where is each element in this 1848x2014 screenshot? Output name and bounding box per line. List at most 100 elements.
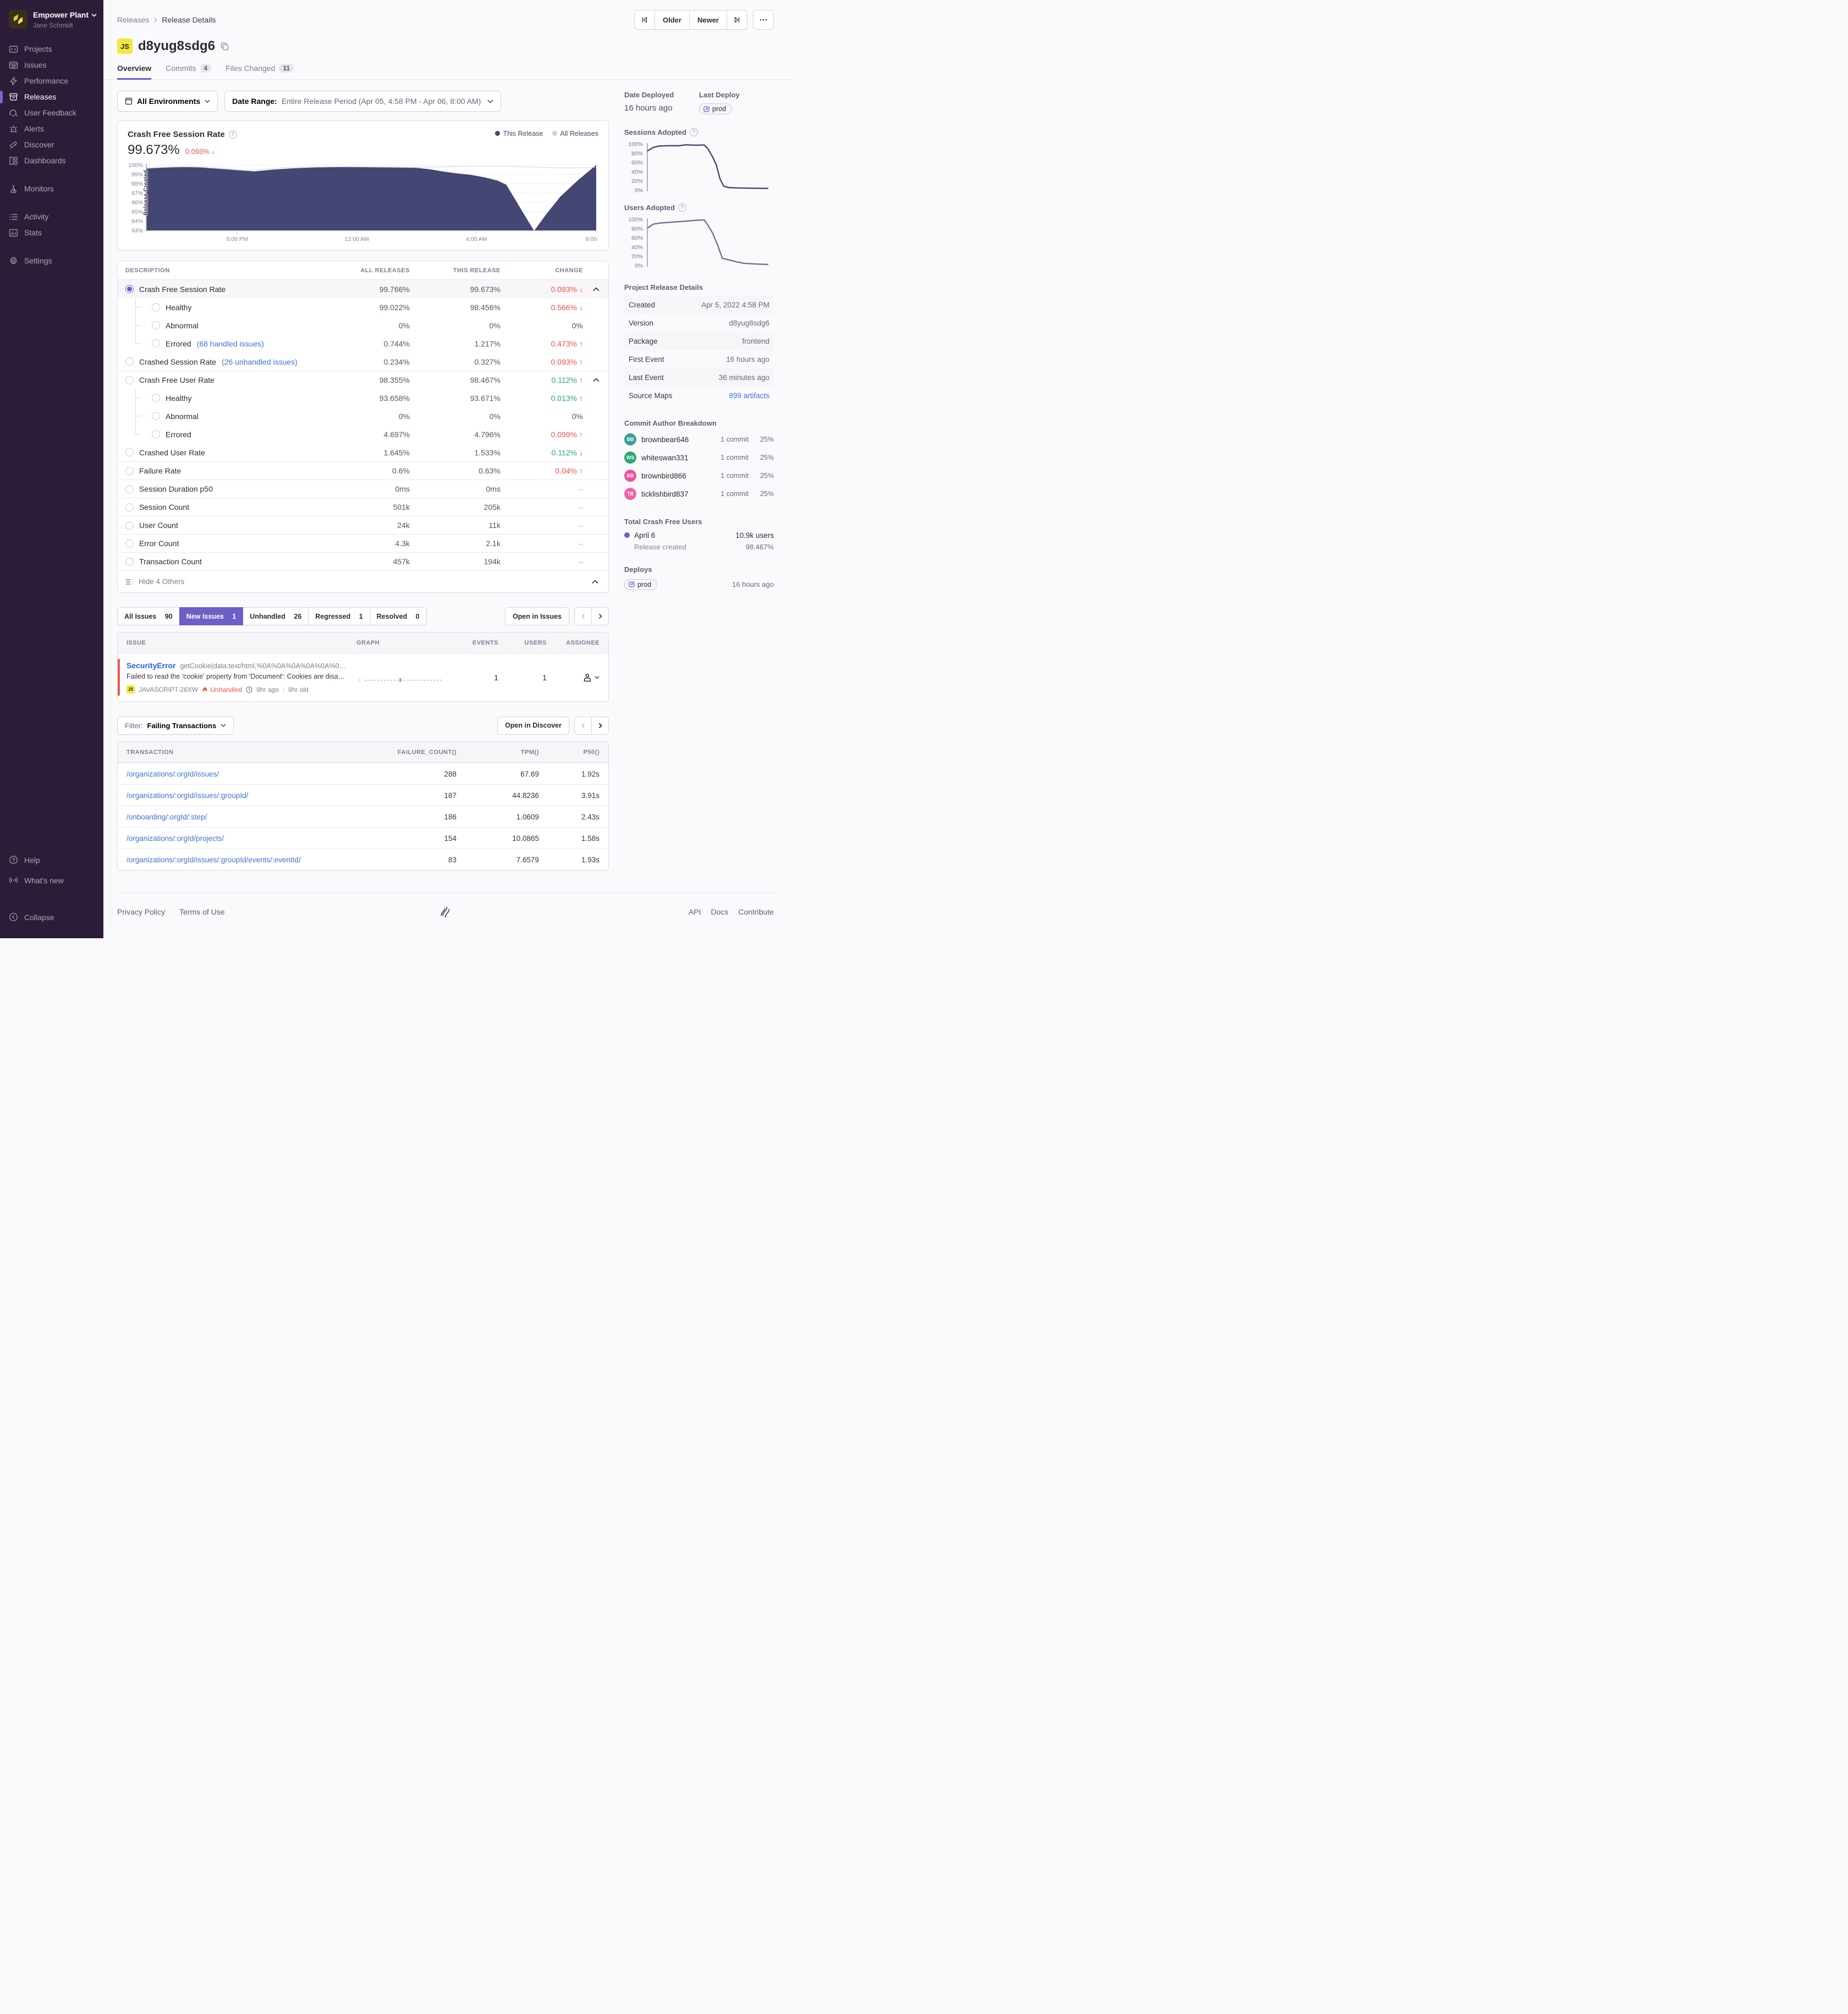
oldest-button[interactable] [634,10,655,30]
newest-button[interactable] [727,10,747,30]
radio-selected[interactable] [125,285,134,293]
sidebar-item-user-feedback[interactable]: User Feedback [0,105,103,121]
prev-page-button[interactable] [574,716,592,735]
radio-unselected[interactable] [152,303,160,311]
radio-unselected[interactable] [125,521,134,530]
sidebar-item-releases[interactable]: Releases [0,89,103,105]
metric-row-session-count[interactable]: Session Count 501k 205k – [118,498,608,516]
transaction-link[interactable]: /organizations/:orgId/issues/:groupId/ev… [127,855,301,864]
metric-row-session-duration-p50[interactable]: Session Duration p50 0ms 0ms – [118,480,608,498]
radio-unselected[interactable] [125,485,134,493]
copy-icon[interactable] [221,42,229,51]
metric-row-failure-rate[interactable]: Failure Rate 0.6% 0.63% 0.04% ↑ [118,461,608,480]
metric-row-error-count[interactable]: Error Count 4.3k 2.1k – [118,534,608,552]
radio-unselected[interactable] [152,430,160,438]
sidebar-item-projects[interactable]: Projects [0,41,103,57]
tab-new-issues[interactable]: New Issues 1 [179,607,244,625]
more-options-button[interactable] [753,10,774,30]
sidebar-item-help[interactable]: Help [0,852,103,868]
tab-overview[interactable]: Overview [117,64,152,80]
sidebar-item-settings[interactable]: Settings [0,253,103,269]
docs-link[interactable]: Docs [711,907,729,916]
sidebar-item-stats[interactable]: Stats [0,225,103,241]
sidebar-item-whats-new[interactable]: What's new [0,872,103,888]
transaction-row[interactable]: /organizations/:orgId/issues/:groupId/ev… [118,849,608,870]
transaction-row[interactable]: /onboarding/:orgId/:step/ 186 1.0609 2.4… [118,806,608,827]
help-tooltip-icon[interactable]: ? [228,130,237,139]
hide-others-toggle[interactable]: Hide 4 Others [118,570,608,592]
radio-unselected[interactable] [152,394,160,402]
prev-page-button[interactable] [574,607,592,625]
prod-deploy-pill[interactable]: prod [699,103,733,114]
help-tooltip-icon[interactable]: ? [678,203,686,212]
transaction-link[interactable]: /onboarding/:orgId/:step/ [127,812,207,821]
org-switcher[interactable]: Empower Plant Jane Schmidt [0,10,103,41]
tab-commits[interactable]: Commits 4 [166,64,212,80]
help-tooltip-icon[interactable]: ? [689,128,698,136]
tab-unhandled[interactable]: Unhandled 26 [243,607,309,625]
tab-regressed[interactable]: Regressed 1 [308,607,370,625]
transaction-row[interactable]: /organizations/:orgId/projects/ 154 10.0… [118,827,608,849]
metric-row-errored-sessions[interactable]: Errored (68 handled issues) 0.744% 1.217%… [118,334,608,353]
transaction-row[interactable]: /organizations/:orgId/issues/:groupId/ 1… [118,784,608,806]
breadcrumb-releases[interactable]: Releases [117,15,150,24]
sidebar-item-alerts[interactable]: Alerts [0,121,103,137]
open-in-discover-button[interactable]: Open in Discover [497,716,569,735]
newer-button[interactable]: Newer [689,10,727,30]
transaction-link[interactable]: /organizations/:orgId/issues/ [127,769,219,778]
metric-row-healthy-users[interactable]: Healthy 93.658% 93.671% 0.013% ↑ [118,389,608,407]
transaction-link[interactable]: /organizations/:orgId/issues/:groupId/ [127,791,249,800]
contribute-link[interactable]: Contribute [738,907,774,916]
collapse-chevron-icon[interactable] [593,378,600,382]
transactions-filter[interactable]: Filter: Failing Transactions [117,716,234,735]
artifacts-link[interactable]: 899 artifacts [729,391,769,400]
sidebar-item-discover[interactable]: Discover [0,137,103,153]
metric-row-user-count[interactable]: User Count 24k 11k – [118,516,608,534]
radio-unselected[interactable] [125,539,134,548]
radio-unselected[interactable] [152,321,160,329]
tab-files-changed[interactable]: Files Changed 11 [226,64,294,80]
metric-row-healthy-sessions[interactable]: Healthy 99.022% 98.456% 0.566% ↓ [118,298,608,316]
sidebar-item-issues[interactable]: Issues [0,57,103,73]
issue-row[interactable]: SecurityError getCookie(data:text/html,%… [118,653,608,701]
issue-title-link[interactable]: SecurityError [127,661,176,670]
sidebar-item-performance[interactable]: Performance [0,73,103,89]
metric-row-crash-free-session-rate[interactable]: Crash Free Session Rate 99.766% 99.673% … [118,280,608,298]
metric-row-transaction-count[interactable]: Transaction Count 457k 194k – [118,552,608,570]
open-in-issues-button[interactable]: Open in Issues [505,607,569,625]
radio-unselected[interactable] [125,503,134,511]
next-page-button[interactable] [591,716,609,735]
date-range-filter[interactable]: Date Range: Entire Release Period (Apr 0… [224,91,502,112]
metric-row-abnormal-sessions[interactable]: Abnormal 0% 0% 0% [118,316,608,334]
radio-unselected[interactable] [152,339,160,348]
collapse-chevron-icon[interactable] [593,287,600,291]
sidebar-item-monitors[interactable]: Monitors [0,181,103,197]
radio-unselected[interactable] [125,448,134,456]
metric-row-crash-free-user-rate[interactable]: Crash Free User Rate 98.355% 98.467% 0.1… [118,371,608,389]
radio-unselected[interactable] [125,376,134,384]
radio-unselected[interactable] [125,557,134,566]
assignee-selector[interactable] [582,673,600,683]
api-link[interactable]: API [688,907,701,916]
sidebar-collapse[interactable]: Collapse [0,909,103,925]
next-page-button[interactable] [591,607,609,625]
prod-deploy-pill[interactable]: prod [624,579,658,590]
transaction-link[interactable]: /organizations/:orgId/projects/ [127,834,224,843]
radio-unselected[interactable] [152,412,160,420]
metric-row-errored-users[interactable]: Errored 4.697% 4.796% 0.099% ↑ [118,425,608,443]
metric-row-crashed-session-rate[interactable]: Crashed Session Rate (26 unhandled issues… [118,353,608,371]
tab-resolved[interactable]: Resolved 0 [369,607,427,625]
older-button[interactable]: Older [654,10,690,30]
environment-filter[interactable]: All Environments [117,91,218,112]
metric-row-crashed-user-rate[interactable]: Crashed User Rate 1.645% 1.533% 0.112% ↓ [118,443,608,461]
radio-unselected[interactable] [125,466,134,475]
transaction-row[interactable]: /organizations/:orgId/issues/ 288 67.69 … [118,763,608,784]
radio-unselected[interactable] [125,357,134,366]
handled-issues-link[interactable]: (68 handled issues) [196,339,264,348]
sidebar-item-dashboards[interactable]: Dashboards [0,153,103,169]
sidebar-item-activity[interactable]: Activity [0,209,103,225]
tab-all-issues[interactable]: All Issues 90 [117,607,180,625]
metric-row-abnormal-users[interactable]: Abnormal 0% 0% 0% [118,407,608,425]
privacy-policy-link[interactable]: Privacy Policy [117,907,166,916]
unhandled-issues-link[interactable]: (26 unhandled issues) [222,357,298,366]
